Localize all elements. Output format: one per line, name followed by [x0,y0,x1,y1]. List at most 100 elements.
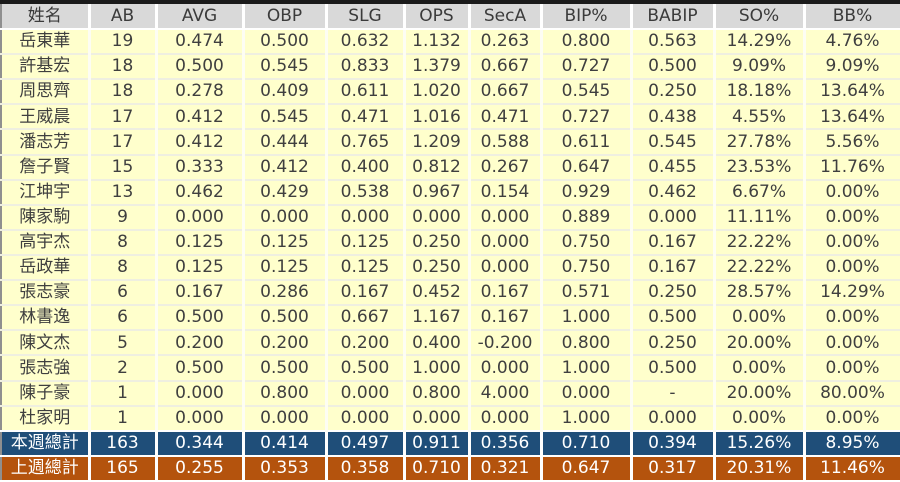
stat-cell: 0.750 [541,254,633,282]
summary-stat-cell: 0.647 [541,455,633,482]
stat-cell: 1.379 [404,54,471,81]
stat-cell: 0.000 [469,405,543,432]
column-header-1: AB [89,2,158,30]
stat-cell: 0.000 [326,405,406,432]
stat-cell: 0.000 [156,380,245,407]
stat-cell: 6 [89,280,158,307]
stat-cell: 0.000 [243,405,328,432]
summary-stat-cell: 11.46% [804,455,900,482]
player-name: 潘志芳 [1,129,91,156]
summary-stat-cell: 0.356 [469,430,543,457]
stat-cell: 0.400 [404,330,471,357]
player-row: 詹子賢 15 0.333 0.412 0.400 0.812 0.267 0.647 0.455… [1,154,900,181]
column-header-10: BB% [804,2,900,30]
stat-cell: 13.64% [804,104,900,131]
stat-cell: 0.545 [243,54,328,81]
stat-cell: 1.000 [541,305,633,332]
stat-cell: 22.22% [714,254,806,282]
stat-cell: 0.00% [714,405,806,432]
stat-cell: 0.154 [469,179,543,206]
stat-cell: 0.667 [326,305,406,332]
stat-cell: 0.000 [404,405,471,432]
stat-cell: 0.267 [469,154,543,181]
stat-cell: 0.400 [326,154,406,181]
stat-cell: 0.000 [156,405,245,432]
stat-cell: 15 [89,154,158,181]
player-name: 陳子豪 [1,380,91,407]
stat-cell: 0.545 [243,104,328,131]
player-name: 杜家明 [1,405,91,432]
stat-cell: 0.500 [243,355,328,382]
stat-cell: 0.462 [631,179,716,206]
stat-cell: 0.167 [631,229,716,256]
player-row: 林書逸 6 0.500 0.500 0.667 1.167 0.167 1.000 0.500 0… [1,305,900,332]
summary-stat-cell: 15.26% [714,430,806,457]
stat-cell: 0.500 [631,305,716,332]
summary-stat-cell: 0.414 [243,430,328,457]
player-row: 王威晨 17 0.412 0.545 0.471 1.016 0.471 0.727 0.438… [1,104,900,131]
column-header-2: AVG [156,2,245,30]
player-row: 杜家明 1 0.000 0.000 0.000 0.000 0.000 1.000 0.000 0… [1,405,900,432]
stat-cell: 0.250 [631,330,716,357]
summary-stat-cell: 20.31% [714,455,806,482]
stat-cell: 0.471 [469,104,543,131]
column-header-4: SLG [326,2,406,30]
stat-cell: 11.11% [714,204,806,231]
stat-cell: 0.727 [541,54,633,81]
stat-cell: 5.56% [804,129,900,156]
stat-cell: 0.412 [243,154,328,181]
stat-cell: 0.333 [156,154,245,181]
player-name: 詹子賢 [1,154,91,181]
stat-cell: 0.00% [804,229,900,256]
player-name: 陳家駒 [1,204,91,231]
stat-cell: 0.000 [326,204,406,231]
stat-cell: 0.500 [631,355,716,382]
player-name: 岳政華 [1,254,91,282]
stat-cell: 0.167 [326,280,406,307]
stat-cell: 0.444 [243,129,328,156]
player-name: 岳東華 [1,29,91,56]
stat-cell: -0.200 [469,330,543,357]
stat-cell: 14.29% [714,29,806,56]
stat-cell: 18.18% [714,79,806,106]
stat-cell: 0.000 [469,254,543,282]
stat-cell: 0.263 [469,29,543,56]
stat-cell: 0.250 [404,229,471,256]
summary-stat-cell: 0.358 [326,455,406,482]
stat-cell: 0.167 [469,305,543,332]
player-row: 陳子豪 1 0.000 0.800 0.000 0.800 4.000 0.000-20.00… [1,380,900,407]
stat-cell: 0.412 [156,129,245,156]
player-name: 林書逸 [1,305,91,332]
summary-rows: 本週總計 163 0.344 0.414 0.497 0.911 0.356 0.710 0.3… [1,430,900,482]
player-row: 潘志芳 17 0.412 0.444 0.765 1.209 0.588 0.611 0.545… [1,129,900,156]
stat-cell: 18 [89,79,158,106]
stat-cell: 13 [89,179,158,206]
player-row: 周思齊 18 0.278 0.409 0.611 1.020 0.667 0.545 0.250… [1,79,900,106]
stat-cell: 0.500 [326,355,406,382]
stat-cell: 0.647 [541,154,633,181]
stat-cell: 0.611 [541,129,633,156]
stat-cell: 0.167 [631,254,716,282]
player-name: 許基宏 [1,54,91,81]
stat-cell: 18 [89,54,158,81]
stat-cell: 0.800 [243,380,328,407]
stat-cell: 0.125 [156,254,245,282]
stat-cell: 0.000 [631,405,716,432]
stat-cell: 0.474 [156,29,245,56]
column-header-0: 姓名 [1,2,91,30]
stat-cell: 0.500 [156,54,245,81]
player-name: 周思齊 [1,79,91,106]
stat-cell: 9.09% [714,54,806,81]
stat-cell: 0.167 [156,280,245,307]
stat-cell: 9.09% [804,54,900,81]
stat-cell: 1 [89,405,158,432]
stat-cell: 0.545 [631,129,716,156]
player-rows: 岳東華 19 0.474 0.500 0.632 1.132 0.263 0.800 0.563… [1,29,900,432]
stat-cell: 0.667 [469,54,543,81]
summary-label: 本週總計 [1,430,91,457]
summary-stat-cell: 0.710 [541,430,633,457]
stat-cell: 11.76% [804,154,900,181]
player-name: 江坤宇 [1,179,91,206]
stat-cell: 2 [89,355,158,382]
